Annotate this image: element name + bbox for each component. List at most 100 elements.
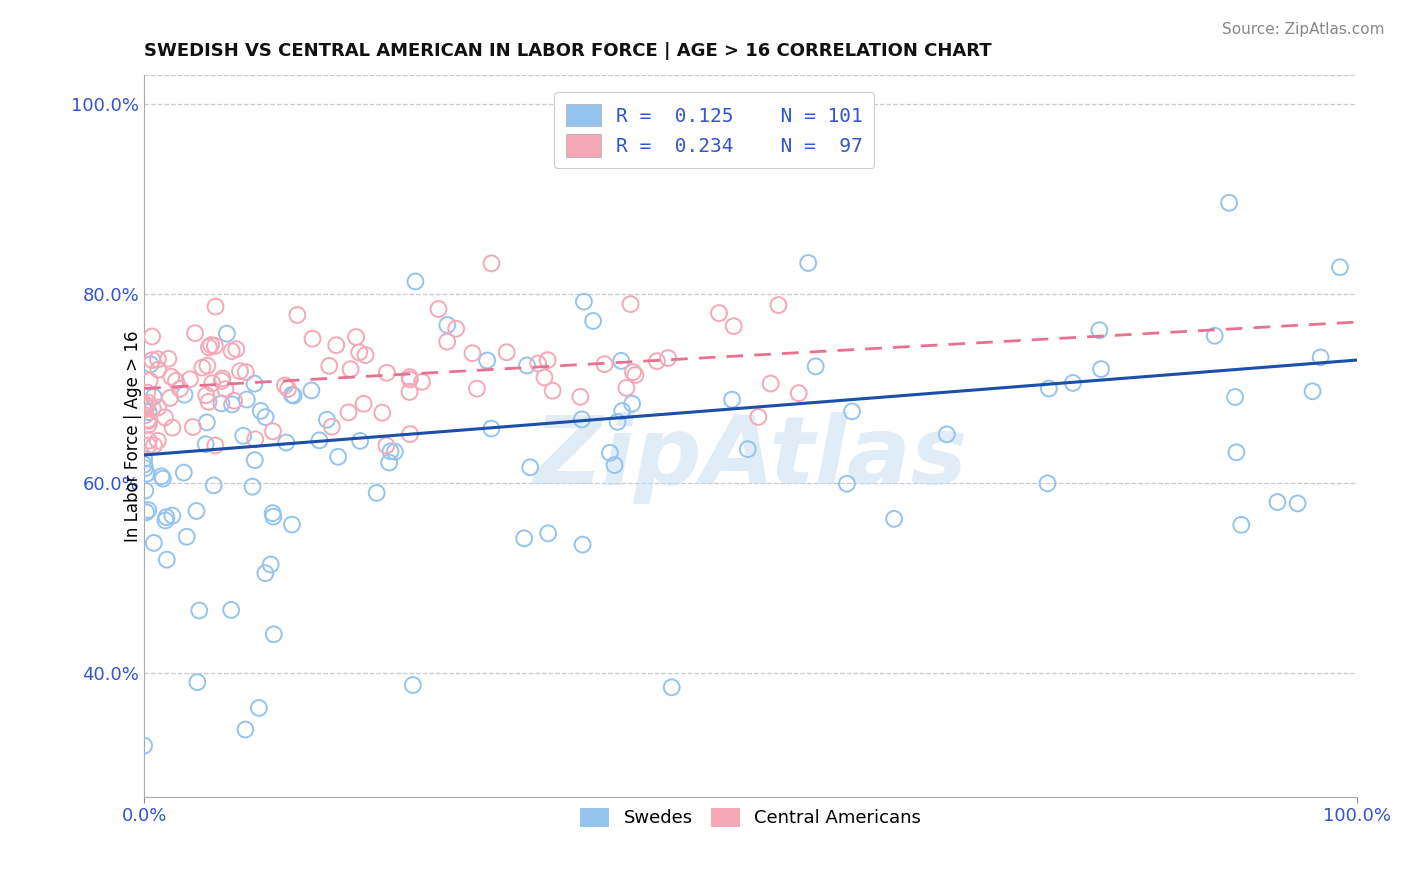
Point (571, 412, 593, 426)
Point (235, 723, 257, 737)
Point (366, 486, 388, 500)
Point (569, 390, 592, 404)
Point (225, 342, 247, 356)
Point (533, 370, 555, 384)
Point (375, 438, 398, 452)
Point (136, 385, 159, 400)
Point (136, 395, 159, 409)
Point (1286, 496, 1309, 510)
Point (516, 359, 538, 373)
Point (215, 326, 238, 341)
Point (211, 371, 233, 385)
Point (1038, 382, 1060, 396)
Point (138, 414, 160, 428)
Point (436, 334, 458, 349)
Point (1225, 445, 1247, 459)
Point (1302, 384, 1324, 399)
Point (624, 368, 647, 382)
Point (152, 472, 174, 486)
Point (375, 366, 398, 380)
Point (308, 434, 330, 448)
Point (593, 357, 616, 371)
Point (354, 348, 377, 362)
Point (173, 387, 195, 401)
Point (235, 365, 257, 379)
Point (254, 410, 277, 425)
Point (384, 444, 406, 458)
Point (262, 506, 284, 520)
Point (138, 438, 160, 452)
Point (204, 300, 226, 314)
Point (155, 513, 177, 527)
Point (283, 388, 305, 402)
Point (211, 374, 233, 388)
Point (326, 450, 349, 464)
Point (148, 401, 170, 415)
Point (427, 301, 450, 316)
Point (759, 376, 782, 391)
Point (935, 427, 957, 442)
Point (344, 330, 367, 344)
Point (301, 332, 323, 346)
Point (173, 466, 195, 480)
Point (195, 415, 218, 429)
Point (142, 390, 165, 404)
Point (603, 458, 626, 472)
Point (245, 433, 267, 447)
Point (201, 376, 224, 391)
Point (214, 382, 236, 396)
Point (135, 400, 157, 414)
Point (276, 435, 298, 450)
Point (186, 504, 208, 518)
Point (571, 538, 593, 552)
Point (221, 397, 243, 411)
Point (138, 405, 160, 419)
Point (657, 351, 679, 365)
Point (371, 406, 394, 420)
Point (661, 681, 683, 695)
Point (316, 413, 339, 427)
Point (399, 372, 422, 386)
Point (204, 339, 226, 353)
Point (160, 369, 183, 384)
Point (1230, 517, 1253, 532)
Point (513, 531, 536, 545)
Point (883, 512, 905, 526)
Point (537, 526, 560, 541)
Point (610, 354, 633, 368)
Point (134, 409, 156, 423)
Point (153, 410, 176, 425)
Point (721, 392, 744, 407)
Point (204, 438, 226, 452)
Point (262, 509, 284, 524)
Point (1062, 376, 1084, 390)
Point (191, 360, 214, 375)
Point (1036, 476, 1059, 491)
Point (198, 340, 221, 354)
Point (339, 362, 361, 376)
Point (150, 469, 173, 483)
Point (1218, 195, 1240, 210)
Point (224, 393, 246, 408)
Point (616, 381, 638, 395)
Point (707, 306, 730, 320)
Point (299, 384, 322, 398)
Point (186, 675, 208, 690)
Point (134, 452, 156, 467)
Point (612, 404, 634, 418)
Point (337, 405, 360, 419)
Point (236, 392, 259, 407)
Point (181, 420, 204, 434)
Point (232, 429, 254, 443)
Point (444, 322, 467, 336)
Point (841, 404, 863, 418)
Point (138, 374, 160, 388)
Point (135, 467, 157, 481)
Point (200, 338, 222, 352)
Point (148, 362, 170, 376)
Point (229, 364, 252, 378)
Point (243, 376, 266, 391)
Point (737, 442, 759, 457)
Point (398, 384, 420, 399)
Point (243, 453, 266, 467)
